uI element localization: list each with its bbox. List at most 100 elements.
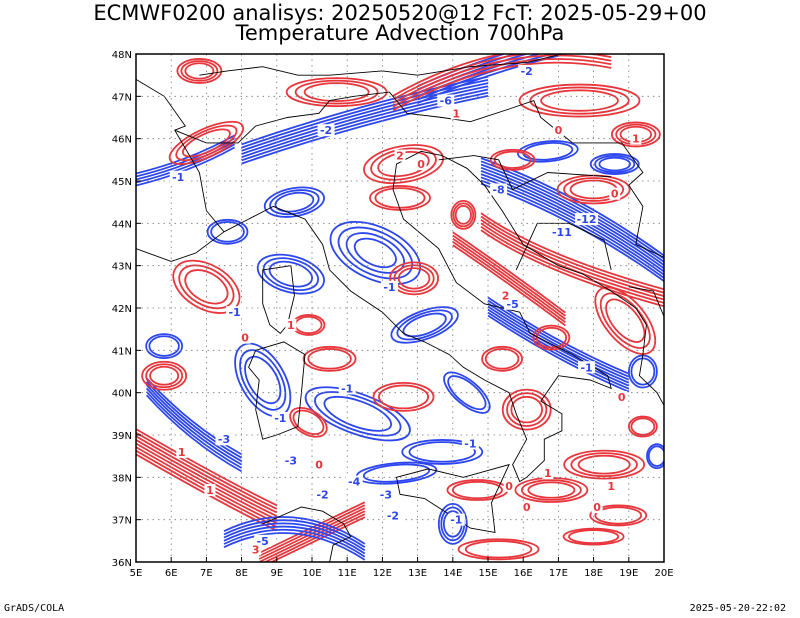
x-tick-label: 20E bbox=[654, 568, 673, 579]
contour-line bbox=[480, 212, 664, 291]
contour-line bbox=[274, 191, 315, 213]
contour-line bbox=[446, 479, 509, 501]
contour-label-bg bbox=[503, 479, 515, 492]
contour-label: -2 bbox=[387, 509, 399, 522]
contour-label-bg bbox=[317, 124, 335, 137]
contour-label-bg bbox=[215, 433, 233, 446]
contour-line bbox=[532, 324, 571, 351]
contour-label-bg bbox=[239, 331, 251, 344]
contour-line bbox=[510, 395, 543, 424]
contour-line bbox=[480, 166, 664, 266]
contour-line bbox=[540, 89, 619, 112]
contour-line bbox=[269, 516, 366, 562]
contour-label: -4 bbox=[348, 476, 361, 489]
x-tick-label: 15E bbox=[478, 568, 497, 579]
contour-label: 1 bbox=[206, 484, 214, 497]
contour-line bbox=[136, 428, 278, 507]
contour-line bbox=[206, 218, 249, 245]
contour-line bbox=[269, 189, 320, 216]
contour-line bbox=[172, 259, 241, 314]
contour-line bbox=[627, 354, 658, 389]
contour-line bbox=[378, 384, 430, 410]
contour-label: -1 bbox=[274, 412, 286, 425]
contour-label: 3 bbox=[252, 543, 260, 556]
contour-line bbox=[518, 83, 641, 118]
contour-line bbox=[451, 480, 503, 500]
contour-line bbox=[294, 315, 323, 335]
contour-line bbox=[647, 445, 664, 467]
coastline-boundaries bbox=[136, 54, 664, 562]
footer-credit: GrADS/COLA bbox=[4, 603, 65, 614]
axis-ticks: 5E 6E 7E 8E 9E 10E 11E 12E 13E 14E 15E 16E 17E 18E 19E… bbox=[112, 50, 674, 579]
contour-line bbox=[223, 528, 366, 558]
contour-line bbox=[563, 177, 625, 202]
contour-line bbox=[141, 360, 188, 391]
contour-line bbox=[210, 221, 245, 243]
coastline bbox=[395, 463, 510, 533]
contour-label: 0 bbox=[417, 158, 425, 171]
coastline bbox=[136, 79, 186, 131]
contour-line bbox=[289, 406, 328, 438]
contour-line bbox=[392, 54, 612, 104]
contour-line bbox=[627, 415, 658, 438]
contour-line bbox=[594, 506, 643, 525]
contour-line bbox=[241, 91, 489, 162]
contour-line bbox=[149, 365, 180, 386]
y-tick-label: 36N bbox=[112, 558, 132, 569]
contour-line bbox=[506, 392, 548, 427]
contour-label: -3 bbox=[285, 454, 297, 467]
contour-label-bg bbox=[605, 479, 617, 492]
contour-label-bg bbox=[377, 488, 395, 501]
contour-label-bg bbox=[616, 390, 628, 403]
contour-label: -11 bbox=[552, 226, 572, 239]
contour-line bbox=[145, 380, 243, 459]
contour-line bbox=[181, 128, 231, 158]
contour-line bbox=[355, 461, 438, 485]
contour-line bbox=[480, 173, 664, 273]
contour-line bbox=[291, 314, 326, 336]
contour-label: -3 bbox=[218, 433, 230, 446]
x-tick-label: 13E bbox=[408, 568, 427, 579]
contour-label: 0 bbox=[241, 332, 249, 345]
contour-label-bg bbox=[609, 187, 621, 200]
contour-label-bg bbox=[313, 458, 325, 471]
x-tick-label: 14E bbox=[443, 568, 462, 579]
contour-line bbox=[481, 345, 523, 372]
contour-label-bg bbox=[490, 183, 508, 196]
contour-line bbox=[577, 454, 631, 475]
contour-label-bg bbox=[521, 500, 533, 513]
contour-line bbox=[396, 309, 453, 341]
map-title-line2: Temperature Advection 700hPa bbox=[235, 21, 565, 45]
contour-field bbox=[136, 54, 664, 562]
contour-label-bg bbox=[250, 543, 262, 556]
contour-label: 0 bbox=[315, 459, 323, 472]
contour-line bbox=[594, 286, 657, 355]
contour-line bbox=[263, 513, 366, 562]
contour-label-bg bbox=[345, 475, 363, 488]
contour-line bbox=[292, 409, 325, 436]
contour-line bbox=[136, 435, 278, 514]
contour-line bbox=[241, 85, 489, 155]
contour-label-bg bbox=[461, 437, 479, 450]
contour-label: -1 bbox=[228, 306, 240, 319]
coastline bbox=[223, 150, 612, 483]
coastline bbox=[515, 222, 612, 271]
contour-line bbox=[501, 388, 552, 431]
coastline bbox=[136, 231, 225, 262]
contour-label-bg bbox=[437, 94, 455, 107]
contour-line bbox=[223, 532, 366, 561]
contour-line bbox=[180, 60, 219, 82]
contour-labels: -1-2-6-2-8-11-12-5-1-1-1-1-3-3-4-2 -3-1-1… bbox=[169, 64, 642, 556]
coastline bbox=[262, 265, 295, 335]
contour-label: 1 bbox=[452, 107, 460, 120]
contour-line bbox=[304, 386, 411, 442]
contour-line bbox=[314, 391, 402, 437]
contour-line bbox=[372, 381, 435, 412]
contour-line bbox=[562, 527, 625, 546]
contour-label-bg bbox=[394, 149, 406, 162]
contour-label-bg bbox=[282, 454, 300, 467]
contour-label-bg bbox=[578, 361, 596, 374]
contour-line bbox=[176, 58, 223, 84]
contour-label-bg bbox=[384, 509, 402, 522]
contour-line bbox=[402, 312, 447, 338]
